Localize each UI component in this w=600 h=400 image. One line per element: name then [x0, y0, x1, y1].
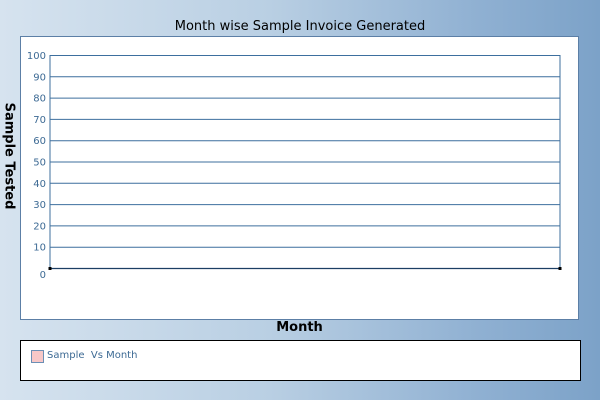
plot-area — [20, 36, 579, 320]
y-tick-label: 80 — [33, 94, 46, 105]
legend-label: Sample Vs Month — [47, 350, 138, 361]
x-axis-label: Month — [276, 320, 323, 335]
legend: Sample Vs Month — [20, 340, 581, 381]
y-tick-label: 70 — [33, 115, 46, 126]
y-tick-label: 90 — [33, 72, 46, 83]
y-tick-label: 100 — [27, 51, 46, 62]
y-tick-label: 40 — [33, 179, 46, 190]
y-tick-label: 10 — [33, 243, 46, 254]
y-tick-labels: 0 10 20 30 40 50 60 70 80 90 100 — [27, 51, 46, 281]
chart-title: Month wise Sample Invoice Generated — [174, 19, 426, 34]
y-tick-label: 50 — [33, 158, 46, 169]
axis-origin-marker — [48, 267, 52, 270]
gridlines — [48, 55, 562, 270]
y-tick-label: 20 — [33, 221, 46, 232]
axis-end-marker — [558, 267, 562, 270]
legend-swatch — [31, 350, 44, 363]
y-tick-label: 60 — [33, 136, 46, 147]
y-tick-label: 30 — [33, 200, 46, 211]
y-tick-label: 0 — [40, 270, 46, 281]
